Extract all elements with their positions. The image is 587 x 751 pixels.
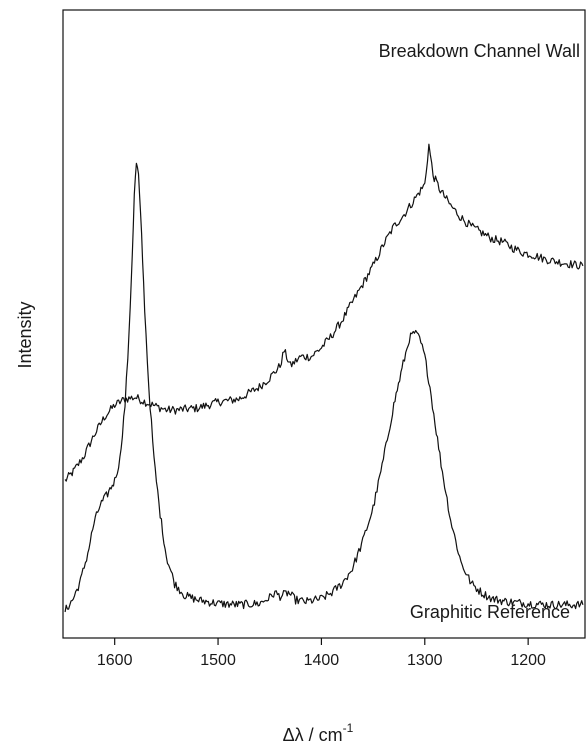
x-axis-ticks: 1600 1500 1400 1300 1200 (97, 638, 546, 669)
y-axis-label: Intensity (15, 301, 35, 368)
annotation-graphitic-reference: Graphitic Reference (410, 602, 570, 622)
traces-group (64, 143, 584, 613)
x-tick-label: 1600 (97, 652, 133, 669)
series-line-graphitic-reference (64, 162, 584, 613)
plot-frame (62, 9, 586, 639)
x-tick-label: 1300 (407, 652, 443, 669)
x-axis-label: Δλ / cm-1 (283, 721, 354, 745)
annotation-breakdown-channel-wall: Breakdown Channel Wall (379, 41, 580, 61)
x-tick-label: 1400 (304, 652, 340, 669)
x-axis-label-main: Δλ / cm (283, 725, 343, 745)
series-line-breakdown-channel-wall (64, 143, 584, 482)
x-tick-label: 1200 (510, 652, 546, 669)
x-axis-label-exponent: -1 (343, 721, 354, 735)
x-tick-label: 1500 (200, 652, 236, 669)
